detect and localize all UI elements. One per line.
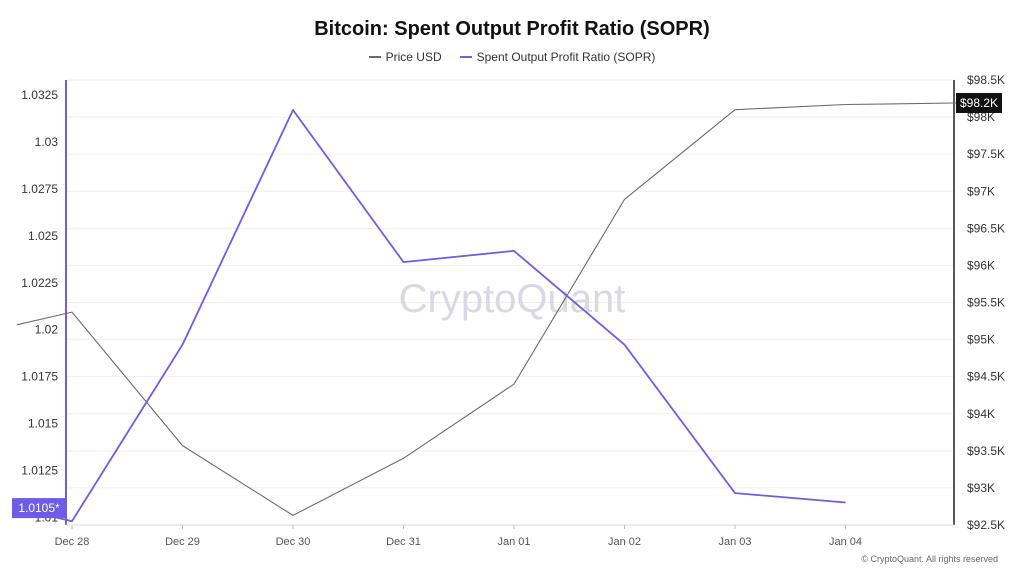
left-last-value-badge [12, 498, 66, 519]
right-tick-label: $96K [967, 258, 995, 272]
left-tick-label: 1.0125 [21, 464, 58, 478]
right-tick-label: $95.5K [967, 296, 1005, 310]
right-tick-label: $93K [967, 481, 995, 495]
right-last-value-label: $98.2K [960, 96, 998, 110]
legend-swatch-sopr [459, 56, 472, 58]
right-tick-label: $96.5K [967, 221, 1005, 235]
left-tick-label: 1.03 [35, 135, 59, 149]
x-tick-label: Dec 31 [386, 536, 421, 548]
right-tick-label: $95K [967, 333, 995, 347]
legend-swatch-price [368, 56, 381, 58]
left-tick-label: 1.02 [35, 323, 59, 337]
left-tick-label: 1.0175 [21, 370, 58, 384]
right-tick-label: $98K [967, 110, 995, 124]
x-tick-label: Jan 02 [608, 536, 641, 548]
right-tick-label: $93.5K [967, 444, 1005, 458]
legend-label-price: Price USD [385, 50, 442, 64]
right-tick-label: $98.5K [967, 73, 1005, 87]
right-tick-label: $97K [967, 184, 995, 198]
x-tick-label: Dec 28 [55, 536, 90, 548]
left-last-value-label: 1.0105* [18, 501, 60, 515]
watermark: CryptoQuant [399, 277, 626, 321]
left-tick-label: 1.0275 [21, 182, 58, 196]
left-tick-label: 1.025 [28, 229, 58, 243]
right-last-value-badge [956, 92, 1002, 113]
left-tick-label: 1.015 [28, 417, 58, 431]
x-tick-label: Dec 30 [276, 536, 311, 548]
left-tick-label: 1.0225 [21, 276, 58, 290]
right-tick-label: $94.5K [967, 370, 1005, 384]
x-tick-label: Dec 29 [165, 536, 200, 548]
legend-label-sopr: Spent Output Profit Ratio (SOPR) [476, 50, 656, 64]
chart-legend: Price USD Spent Output Profit Ratio (SOP… [0, 50, 1024, 64]
right-tick-label: $92.5K [967, 518, 1005, 532]
right-tick-label: $97.5K [967, 147, 1005, 161]
copyright-notice: © CryptoQuant. All rights reserved [861, 554, 998, 564]
legend-item-sopr[interactable]: Spent Output Profit Ratio (SOPR) [459, 50, 656, 64]
left-tick-label: 1.0325 [21, 88, 58, 102]
price-series-line [16, 102, 957, 516]
chart-title: Bitcoin: Spent Output Profit Ratio (SOPR… [314, 18, 710, 40]
x-tick-label: Jan 04 [829, 536, 862, 548]
right-tick-label: $94K [967, 407, 995, 421]
x-tick-label: Jan 01 [497, 536, 530, 548]
legend-item-price[interactable]: Price USD [368, 50, 442, 64]
x-tick-label: Jan 03 [718, 536, 751, 548]
